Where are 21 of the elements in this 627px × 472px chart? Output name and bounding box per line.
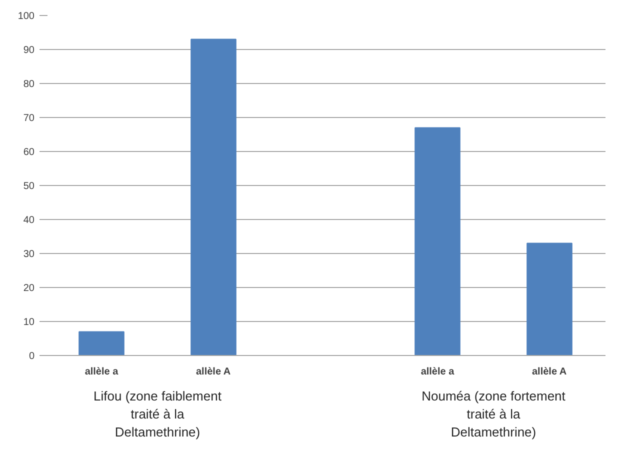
text: Lifou (zone faiblement traité à la Deltamethrine)	[94, 388, 222, 440]
y-tick-label: 70	[23, 113, 35, 124]
x-tick-label: allèle a	[84, 366, 119, 378]
y-tick-label: 0	[28, 351, 35, 362]
y-tick-label: 40	[23, 215, 35, 226]
y-tick-label: 20	[23, 283, 35, 294]
bar	[526, 242, 572, 356]
y-tick-label: 10	[23, 317, 35, 328]
y-tick-label: 100	[18, 11, 35, 22]
y-tick-label: 90	[23, 45, 35, 56]
x-tick-label: allèle a	[420, 366, 455, 378]
y-tick-label: 50	[23, 181, 35, 192]
bar	[414, 127, 460, 356]
x-tick-label: allèle A	[196, 366, 231, 378]
bar	[78, 331, 124, 356]
y-tick-label: 30	[23, 249, 35, 260]
x-tick-label: allèle A	[532, 366, 567, 378]
y-tick-label: 80	[23, 79, 35, 90]
text: Nouméa (zone fortement traité à la Deltamethrine)	[422, 388, 566, 440]
y-tick-label: 60	[23, 147, 35, 158]
bar	[190, 38, 236, 356]
